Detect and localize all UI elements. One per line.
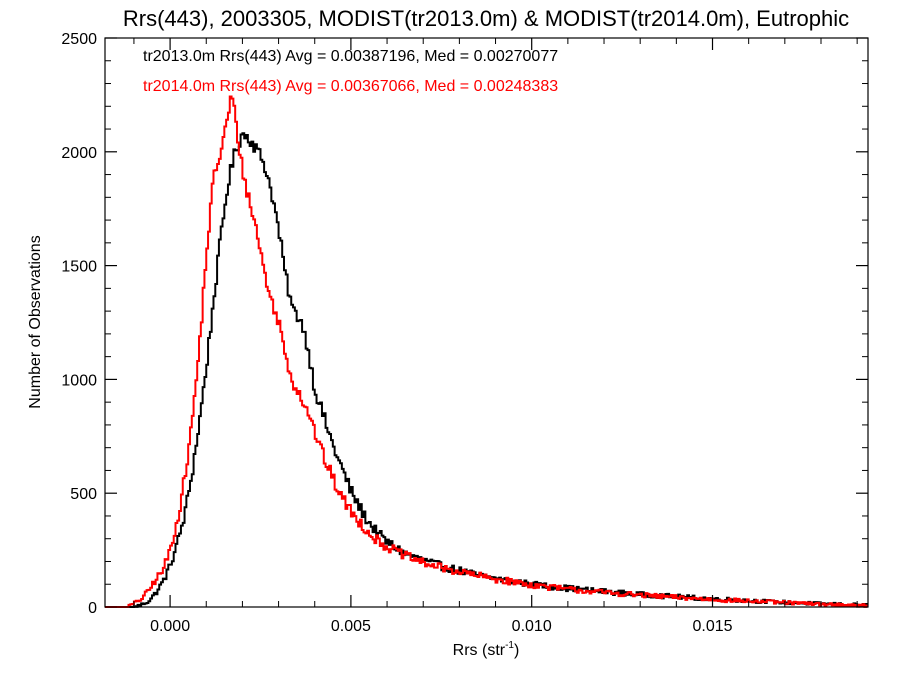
x-axis-label-end: ) [514,642,519,659]
y-tick-label: 2000 [61,145,97,162]
x-tick-label: 0.000 [150,618,190,635]
x-tick-label: 0.010 [512,618,552,635]
x-tick-label: 0.015 [692,618,732,635]
series-line-tr2013.0m [105,132,868,608]
y-tick-label: 0 [88,600,97,617]
chart-title: Rrs(443), 2003305, MODIST(tr2013.0m) & M… [123,6,849,31]
y-tick-label: 500 [70,486,97,503]
series-line-tr2014.0m [105,95,868,608]
y-tick-label: 1500 [61,259,97,276]
x-axis-label: Rrs (str-1) [453,640,520,659]
x-axis-label-main: Rrs (str [453,642,506,659]
legend-entry-red: tr2014.0m Rrs(443) Avg = 0.00367066, Med… [143,78,558,95]
x-axis-label-superscript: -1 [505,640,514,651]
y-tick-label: 2500 [61,31,97,48]
y-tick-label: 1000 [61,372,97,389]
plot-frame [104,37,869,608]
x-tick-label: 0.005 [331,618,371,635]
legend-entry-black: tr2013.0m Rrs(443) Avg = 0.00387196, Med… [143,48,558,65]
y-axis-label: Number of Observations [27,235,44,408]
y-ticks: 0 500 1000 1500 2000 2500 [61,31,868,617]
series-layer [105,95,868,608]
x-ticks: 0.000 0.005 0.010 0.015 [133,38,858,635]
